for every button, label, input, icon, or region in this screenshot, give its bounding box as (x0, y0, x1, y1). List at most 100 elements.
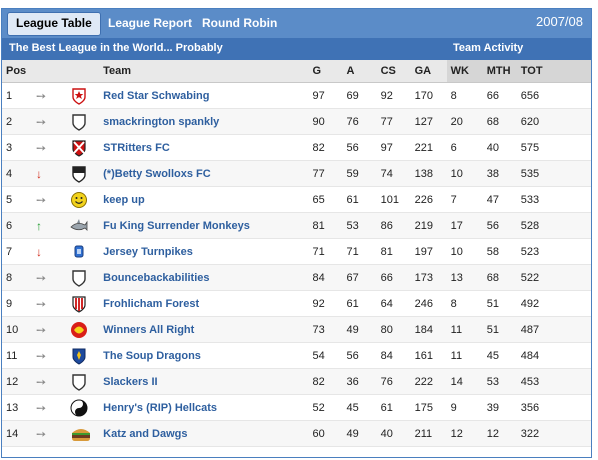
spacer-cell (551, 368, 591, 395)
assists-cell: 56 (342, 342, 377, 369)
team-link[interactable]: Katz and Dawgs (103, 427, 188, 440)
goals-against-cell: 175 (410, 394, 447, 421)
team-link[interactable]: The Soup Dragons (103, 349, 201, 362)
goals-against-cell: 211 (410, 420, 447, 447)
goals-cell: 77 (308, 160, 343, 187)
header-pos[interactable]: Pos (2, 60, 33, 83)
arrow-right-icon: ➙ (36, 192, 47, 207)
pos-cell: 11 (2, 342, 33, 369)
league-table: Pos Team G A CS GA WK MTH TOT 1 ➙ Red Star… (2, 60, 591, 447)
week-cell: 7 (446, 186, 483, 213)
goals-cell: 60 (308, 420, 343, 447)
top-tab-bar: League Table League Report Round Robin 2… (2, 9, 591, 38)
spacer-cell (551, 108, 591, 135)
clean-sheets-cell: 97 (376, 134, 411, 161)
team-link[interactable]: Henry's (RIP) Hellcats (103, 401, 218, 414)
header-wk[interactable]: WK (446, 60, 483, 83)
goals-against-cell: 246 (410, 290, 447, 317)
pos-cell: 3 (2, 134, 33, 161)
total-cell: 492 (516, 290, 552, 317)
team-link[interactable]: Jersey Turnpikes (103, 245, 193, 258)
total-cell: 656 (516, 82, 552, 109)
table-header-row: Pos Team G A CS GA WK MTH TOT (2, 60, 591, 83)
movement-cell: ➙ (32, 108, 67, 135)
team-link[interactable]: STRitters FC (103, 141, 170, 154)
table-row: 11 ➙ The Soup Dragons 54 56 84 161 11 45 484 (2, 342, 591, 369)
movement-cell: ➙ (32, 316, 67, 343)
table-row: 6 ↑ Fu King Surrender Monkeys 81 53 86 219 17 56… (2, 212, 591, 239)
movement-cell: ➙ (32, 368, 67, 395)
month-cell: 38 (482, 160, 517, 187)
assists-cell: 45 (342, 394, 377, 421)
tab-round-robin[interactable]: Round Robin (202, 16, 278, 30)
season-label: 2007/08 (536, 14, 583, 29)
team-link[interactable]: Bouncebackabilities (103, 271, 210, 284)
spacer-cell (551, 420, 591, 447)
header-team[interactable]: Team (99, 60, 309, 83)
total-cell: 487 (516, 316, 552, 343)
month-cell: 51 (482, 290, 517, 317)
team-link[interactable]: Winners All Right (103, 323, 195, 336)
team-cell: Slackers II (99, 368, 309, 395)
crest-cell (66, 368, 100, 395)
month-cell: 40 (482, 134, 517, 161)
goals-against-cell: 197 (410, 238, 447, 265)
goals-against-cell: 170 (410, 82, 447, 109)
week-cell: 9 (446, 394, 483, 421)
goals-against-cell: 226 (410, 186, 447, 213)
week-cell: 12 (446, 420, 483, 447)
crest-cell (66, 108, 100, 135)
assists-cell: 76 (342, 108, 377, 135)
clean-sheets-cell: 77 (376, 108, 411, 135)
clean-sheets-cell: 66 (376, 264, 411, 291)
header-a[interactable]: A (342, 60, 377, 83)
pos-cell: 2 (2, 108, 33, 135)
month-cell: 51 (482, 316, 517, 343)
total-cell: 356 (516, 394, 552, 421)
clean-sheets-cell: 81 (376, 238, 411, 265)
spacer-cell (551, 238, 591, 265)
plain-shield-icon (70, 269, 88, 287)
spacer-cell (551, 134, 591, 161)
arrow-right-icon: ➙ (36, 426, 47, 441)
total-cell: 528 (516, 212, 552, 239)
total-cell: 484 (516, 342, 552, 369)
week-cell: 8 (446, 82, 483, 109)
table-row: 13 ➙ Henry's (RIP) Hellcats 52 45 61 175 9 39 356 (2, 394, 591, 421)
header-mth[interactable]: MTH (482, 60, 517, 83)
table-row: 10 ➙ Winners All Right 73 49 80 184 11 51 487 (2, 316, 591, 343)
header-g[interactable]: G (308, 60, 343, 83)
clean-sheets-cell: 101 (376, 186, 411, 213)
table-row: 7 ↓ Jersey Turnpikes 71 71 81 197 10 58 523 (2, 238, 591, 265)
team-link[interactable]: keep up (103, 193, 145, 206)
tab-league-report[interactable]: League Report (108, 16, 193, 30)
arrow-right-icon: ➙ (36, 322, 47, 337)
team-link[interactable]: Fu King Surrender Monkeys (103, 219, 250, 232)
arrow-down-icon: ↓ (36, 244, 43, 259)
team-link[interactable]: (*)Betty Swolloxs FC (103, 167, 211, 180)
team-link[interactable]: Red Star Schwabing (103, 89, 210, 102)
pos-cell: 12 (2, 368, 33, 395)
team-cell: keep up (99, 186, 309, 213)
header-tot[interactable]: TOT (516, 60, 552, 83)
team-cell: The Soup Dragons (99, 342, 309, 369)
tab-league-table[interactable]: League Table (7, 12, 101, 36)
red-stripes-crest-icon (70, 295, 88, 313)
pos-cell: 13 (2, 394, 33, 421)
goals-against-cell: 173 (410, 264, 447, 291)
clean-sheets-cell: 92 (376, 82, 411, 109)
team-link[interactable]: Frohlicham Forest (103, 297, 200, 310)
spacer-cell (551, 264, 591, 291)
team-link[interactable]: Slackers II (103, 375, 158, 388)
header-cs[interactable]: CS (376, 60, 411, 83)
table-body: 1 ➙ Red Star Schwabing 97 69 92 170 8 66 656 2 ➙ sma… (2, 82, 591, 447)
team-link[interactable]: smackrington spankly (103, 115, 220, 128)
week-cell: 11 (446, 316, 483, 343)
goals-against-cell: 138 (410, 160, 447, 187)
arrow-right-icon: ➙ (36, 296, 47, 311)
spacer-cell (551, 160, 591, 187)
team-cell: Frohlicham Forest (99, 290, 309, 317)
table-row: 12 ➙ Slackers II 82 36 76 222 14 53 453 (2, 368, 591, 395)
header-ga[interactable]: GA (410, 60, 447, 83)
month-cell: 66 (482, 82, 517, 109)
